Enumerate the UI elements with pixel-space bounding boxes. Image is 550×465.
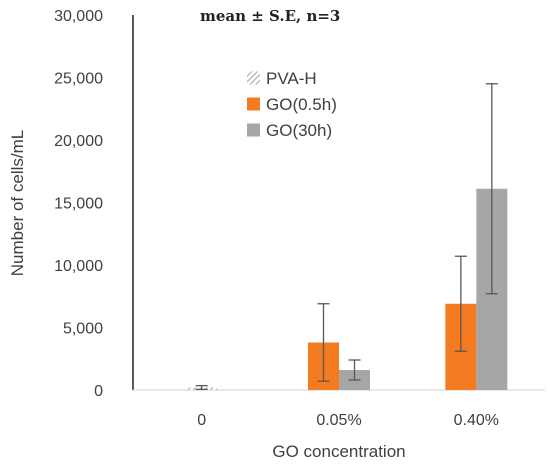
error-bar <box>195 384 208 391</box>
legend-item: PVA-H <box>247 69 317 88</box>
legend-swatch <box>247 97 260 111</box>
legend-label: GO(0.5h) <box>266 95 337 114</box>
y-axis: 0 5,000 10,000 15,000 20,000 25,000 30,000 <box>54 8 134 400</box>
y-axis-title: Number of cells/mL <box>8 130 27 276</box>
x-tick-label: 0.05% <box>316 412 361 429</box>
y-tick-label: 30,000 <box>54 8 103 25</box>
legend-item: GO(0.5h) <box>247 95 337 114</box>
y-tick-label: 0 <box>94 383 103 400</box>
error-bar <box>454 255 467 352</box>
legend-label: GO(30h) <box>266 121 332 140</box>
y-tick-label: 20,000 <box>54 133 103 150</box>
error-bar <box>348 359 361 381</box>
y-tick-label: 15,000 <box>54 196 103 213</box>
x-tick-label: 0 <box>197 412 206 429</box>
legend-label: PVA-H <box>266 69 317 88</box>
error-bar <box>317 303 330 382</box>
annotation-text: mean ± S.E, n=3 <box>200 7 340 25</box>
y-tick-label: 10,000 <box>54 258 103 275</box>
legend-swatch <box>247 123 260 137</box>
x-axis: 0 0.05% 0.40% <box>133 389 545 429</box>
error-bar <box>485 83 498 295</box>
y-tick-label: 5,000 <box>63 321 103 338</box>
bars <box>186 188 508 390</box>
legend-swatch <box>247 71 260 85</box>
x-tick-label: 0.40% <box>454 412 499 429</box>
y-tick-label: 25,000 <box>54 71 103 88</box>
x-axis-title: GO concentration <box>272 442 405 461</box>
error-bars <box>195 83 498 391</box>
legend: PVA-H GO(0.5h) GO(30h) <box>247 69 337 140</box>
legend-item: GO(30h) <box>247 121 332 140</box>
